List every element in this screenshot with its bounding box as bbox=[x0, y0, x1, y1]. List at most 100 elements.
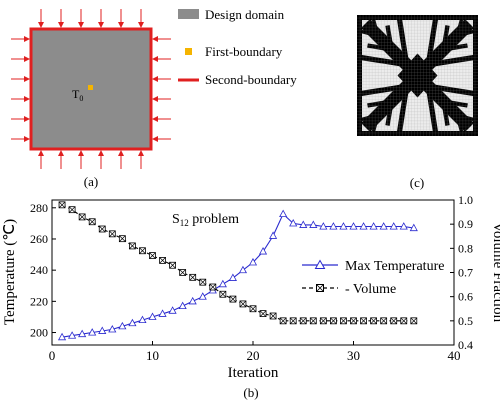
chart-legend: Max Temperature - Volume bbox=[302, 259, 444, 297]
volume-point bbox=[380, 317, 388, 325]
volume-point bbox=[118, 235, 126, 243]
axes: 0 10 20 30 40 200 220 240 260 280 0.4 0.5 0.6 0.7 0.8 0… bbox=[30, 193, 473, 363]
panel-c-label: (c) bbox=[410, 175, 424, 190]
legend-second-boundary: Second-boundary bbox=[178, 72, 297, 87]
volume-point bbox=[239, 300, 247, 308]
volume-point bbox=[219, 290, 227, 298]
y-right-tick-label: 0.9 bbox=[458, 217, 473, 231]
volume-point bbox=[249, 305, 257, 313]
max-temperature-point bbox=[178, 301, 187, 310]
max-temperature-point bbox=[198, 292, 207, 300]
volume-point bbox=[289, 317, 297, 325]
panel-c: (c) bbox=[357, 15, 478, 190]
volume-point bbox=[159, 257, 166, 264]
x-tick-label: 0 bbox=[49, 348, 56, 363]
volume-point bbox=[329, 317, 337, 325]
first-boundary-point bbox=[88, 85, 93, 90]
volume-point bbox=[149, 252, 156, 259]
max-temperature-point bbox=[339, 222, 348, 230]
volume-point bbox=[78, 213, 86, 221]
max-temperature-point bbox=[248, 257, 258, 266]
y-right-tick-label: 1.0 bbox=[458, 193, 473, 207]
x-tick-label: 30 bbox=[347, 348, 360, 363]
max-temperature-point bbox=[409, 223, 418, 232]
volume-point bbox=[309, 317, 317, 325]
chart-annotation: S12 problem bbox=[172, 212, 239, 228]
panel-b-label: (b) bbox=[243, 385, 258, 400]
volume-point bbox=[350, 317, 357, 325]
volume-point bbox=[400, 317, 408, 325]
max-temperature-point bbox=[168, 306, 177, 314]
y-right-tick-label: 0.5 bbox=[458, 314, 473, 328]
y-right-tick-label: 0.4 bbox=[458, 338, 473, 352]
max-temperature-point bbox=[158, 309, 167, 317]
x-tick-label: 20 bbox=[247, 348, 260, 363]
volume-point bbox=[209, 283, 217, 291]
x-axis-label: Iteration bbox=[228, 365, 279, 381]
volume-point bbox=[269, 312, 277, 320]
volume-point bbox=[370, 317, 378, 325]
volume-point bbox=[128, 242, 136, 250]
volume-point bbox=[340, 317, 347, 325]
x-tick-label: 40 bbox=[448, 348, 461, 363]
x-tick-label: 10 bbox=[146, 348, 159, 363]
volume-point bbox=[259, 310, 267, 317]
volume-point bbox=[179, 269, 187, 276]
y-left-tick-label: 220 bbox=[30, 294, 48, 308]
max-temperature-point bbox=[78, 329, 87, 338]
legend-volume: - Volume bbox=[302, 282, 396, 297]
y-right-tick-label: 0.8 bbox=[458, 241, 473, 255]
volume-point bbox=[410, 317, 418, 325]
y-axis-label-left: Temperature (℃) bbox=[2, 219, 18, 325]
max-temperature-point bbox=[228, 273, 237, 281]
max-temperature-point bbox=[349, 222, 358, 230]
max-temperature-point bbox=[218, 279, 227, 288]
max-temperature-point bbox=[98, 326, 107, 334]
optimized-topology bbox=[357, 15, 478, 136]
max-temperature-point bbox=[269, 231, 278, 239]
max-temperature-point bbox=[138, 315, 147, 324]
volume-point bbox=[169, 261, 177, 269]
max-temperature-point bbox=[329, 222, 338, 230]
max-temperature-point bbox=[238, 265, 248, 274]
max-temperature-point bbox=[148, 312, 157, 320]
volume-point bbox=[319, 317, 327, 325]
max-temperature-point bbox=[379, 222, 388, 230]
max-temperature-point bbox=[359, 222, 368, 230]
volume-point bbox=[199, 278, 207, 286]
y-right-tick-label: 0.6 bbox=[458, 290, 473, 304]
max-temperature-point bbox=[279, 209, 288, 218]
volume-point bbox=[229, 295, 237, 303]
max-temperature-point bbox=[319, 222, 328, 230]
legend-design-domain-label: Design domain bbox=[205, 7, 285, 22]
max-temperature-point bbox=[258, 247, 268, 255]
legend-max-temperature: Max Temperature bbox=[302, 259, 444, 274]
max-temperature-point bbox=[57, 332, 67, 341]
panel-a: T0 Design domain First-boundary Second-b… bbox=[11, 7, 297, 189]
volume-point bbox=[58, 201, 66, 209]
legend-volume-label: - Volume bbox=[345, 282, 396, 297]
volume-point bbox=[279, 317, 287, 325]
max-temperature-point bbox=[369, 222, 378, 230]
point-label: T0 bbox=[72, 87, 83, 103]
volume-point bbox=[299, 317, 307, 325]
legend-first-boundary: First-boundary bbox=[185, 44, 283, 59]
max-temperature-point bbox=[389, 222, 398, 230]
max-temperature-point bbox=[309, 220, 318, 228]
y-axis-label-right: Volume Fraction bbox=[490, 222, 500, 323]
max-temperature-point bbox=[289, 218, 298, 227]
y-left-tick-label: 280 bbox=[30, 201, 48, 215]
max-temperature-point bbox=[399, 222, 408, 230]
y-left-tick-label: 260 bbox=[30, 232, 48, 246]
panel-a-label: (a) bbox=[84, 174, 98, 189]
max-temperature-point bbox=[118, 321, 127, 330]
volume-point bbox=[68, 206, 76, 214]
volume-point bbox=[108, 230, 116, 238]
legend-design-domain: Design domain bbox=[178, 7, 285, 22]
panel-b: 0 10 20 30 40 200 220 240 260 280 0.4 0.5 0.6 0.7 0.8 0… bbox=[2, 193, 500, 400]
volume-point bbox=[390, 317, 398, 325]
legend-second-boundary-label: Second-boundary bbox=[205, 72, 297, 87]
max-temperature-point bbox=[88, 328, 97, 336]
max-temperature-point bbox=[108, 324, 117, 333]
legend-first-boundary-label: First-boundary bbox=[205, 44, 283, 59]
